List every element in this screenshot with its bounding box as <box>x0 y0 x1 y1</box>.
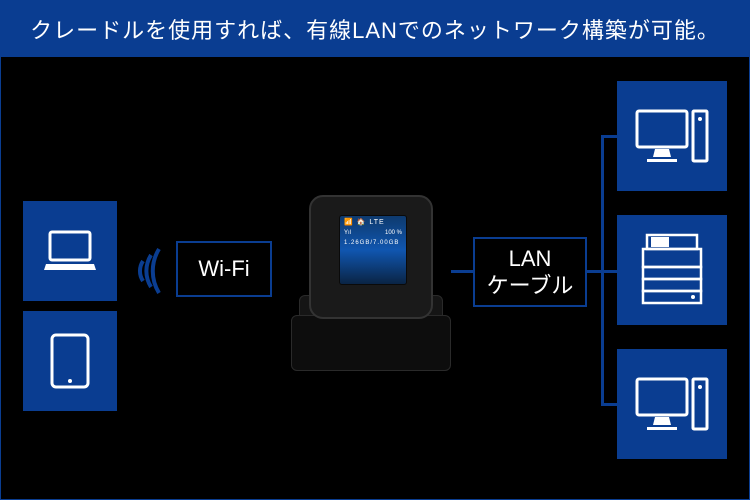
tablet-icon <box>48 331 92 391</box>
device-tablet-box <box>23 311 117 411</box>
lan-label-box: LAN ケーブル <box>473 237 587 307</box>
wifi-label-box: Wi-Fi <box>176 241 272 297</box>
diagram-container: クレードルを使用すれば、有線LANでのネットワーク構築が可能。 Wi-Fi 📶 … <box>0 0 750 500</box>
router-screen: 📶 🏠 LTE Yıl 100 % 1.26GB/7.00GB <box>339 215 407 285</box>
screen-row1-left: Yıl <box>344 230 351 236</box>
header-title: クレードルを使用すれば、有線LANでのネットワーク構築が可能。 <box>30 13 720 45</box>
lan-label-text: LAN ケーブル <box>487 245 574 300</box>
device-printer-box <box>617 215 727 325</box>
router-device: 📶 🏠 LTE Yıl 100 % 1.26GB/7.00GB <box>291 195 451 373</box>
screen-row1-right: 100 % <box>385 230 402 236</box>
device-laptop-box <box>23 201 117 301</box>
screen-row2: 1.26GB/7.00GB <box>340 238 406 248</box>
router-body: 📶 🏠 LTE Yıl 100 % 1.26GB/7.00GB <box>309 195 433 319</box>
device-desktop1-box <box>617 81 727 191</box>
desktop-icon <box>633 103 711 169</box>
wifi-signal-icon <box>129 241 173 301</box>
cradle-base <box>291 315 451 371</box>
device-desktop2-box <box>617 349 727 459</box>
screen-row1: Yıl 100 % <box>340 228 406 238</box>
desktop-icon <box>633 371 711 437</box>
line-router-to-lan <box>451 270 473 273</box>
screen-top-icons: 📶 🏠 LTE <box>340 216 406 228</box>
header-bar: クレードルを使用すれば、有線LANでのネットワーク構築が可能。 <box>1 1 749 57</box>
laptop-icon <box>40 226 100 276</box>
wifi-label-text: Wi-Fi <box>198 255 249 283</box>
printer-icon <box>637 231 707 309</box>
